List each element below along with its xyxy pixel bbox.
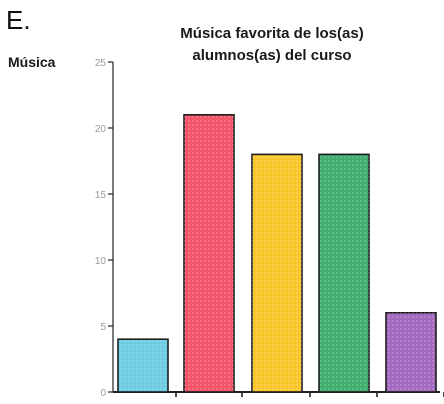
- y-axis-ticks: 0 5 10 15 20 25: [95, 58, 113, 399]
- y-tick-label: 15: [95, 190, 107, 201]
- bar-texture-3: [252, 154, 302, 392]
- chart-title-line-1: Música favorita de los(as): [180, 25, 363, 42]
- bars: [117, 114, 444, 397]
- bar-texture-5: [386, 312, 436, 392]
- y-tick-label: 10: [95, 256, 107, 267]
- chart-title-line-2: alumnos(as) del curso: [192, 47, 351, 64]
- y-tick-label: 25: [95, 58, 107, 69]
- y-tick-label: 5: [100, 322, 106, 333]
- y-axis-label: Música: [8, 54, 56, 70]
- y-tick-label: 0: [100, 388, 106, 399]
- y-tick-label: 20: [95, 124, 107, 135]
- bar-texture-2: [184, 114, 234, 393]
- bar-texture-1: [118, 339, 168, 392]
- panel-label: E.: [6, 5, 31, 35]
- bar-texture-4: [319, 154, 369, 392]
